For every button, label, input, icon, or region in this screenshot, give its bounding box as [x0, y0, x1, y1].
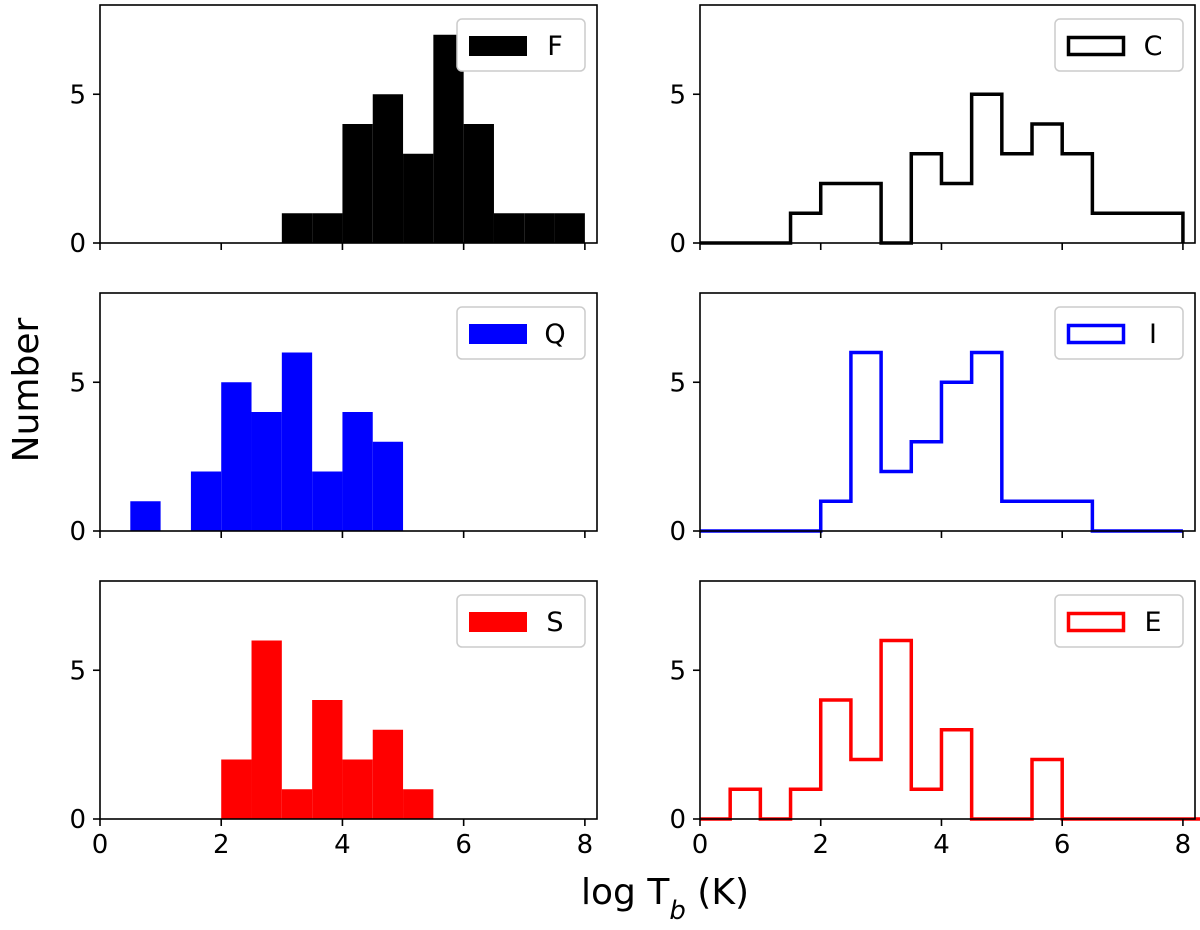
legend: C: [1054, 18, 1184, 72]
y-tick-label: 0: [69, 805, 86, 835]
y-axis-label: Number: [6, 317, 47, 462]
histogram-bar: [281, 789, 313, 819]
histogram-bar: [342, 124, 373, 243]
legend: I: [1054, 306, 1184, 360]
legend-box: [1054, 18, 1184, 72]
legend-swatch: [1066, 611, 1126, 633]
histogram-bar: [251, 640, 282, 819]
histogram-bar: [372, 441, 404, 531]
axes-frame: [99, 4, 598, 244]
axes-frame: [699, 580, 1196, 820]
y-tick-label: 0: [669, 805, 686, 835]
legend-swatch: [469, 612, 527, 632]
histogram-bar: [372, 94, 404, 243]
legend-swatch: [469, 36, 527, 56]
histogram-bar: [463, 124, 494, 243]
x-tick-label: 6: [455, 830, 472, 860]
legend-label: F: [547, 31, 563, 62]
legend-label: C: [1144, 31, 1163, 62]
x-axis-label: log Tb (K): [581, 872, 749, 926]
histogram-bar: [312, 213, 343, 243]
x-tick-label: 4: [334, 830, 351, 860]
y-tick-label: 0: [669, 517, 686, 547]
histogram-bar: [372, 729, 404, 819]
x-axis-label-unit: (K): [686, 872, 749, 913]
x-tick-label: 0: [92, 830, 109, 860]
panel-S: 0 5 0 2 4 6 8 S: [69, 580, 598, 860]
legend-box: [1054, 594, 1184, 648]
legend-label: S: [546, 607, 563, 638]
legend-swatch: [1066, 323, 1126, 345]
legend-swatch: [1066, 35, 1126, 57]
panel-I: 0 5 I: [669, 292, 1196, 547]
histogram-step-line: [700, 350, 1183, 533]
histogram-bar: [281, 213, 313, 243]
y-tick-label: 0: [669, 229, 686, 259]
histogram-bar: [524, 213, 555, 243]
histogram-bar: [554, 213, 585, 243]
legend-label: E: [1144, 607, 1161, 638]
y-tick-label: 5: [669, 80, 686, 110]
y-tick-label: 5: [69, 368, 86, 398]
x-tick-label: 4: [933, 830, 950, 860]
panel-F: 0 5 F: [69, 4, 598, 259]
legend-label: I: [1149, 319, 1157, 350]
legend: E: [1054, 594, 1184, 648]
histogram-bar: [221, 759, 252, 819]
histogram-bar: [221, 382, 252, 531]
y-tick-label: 0: [69, 517, 86, 547]
histogram-bar: [403, 789, 434, 819]
y-tick-label: 5: [69, 656, 86, 686]
panel-E: 0 5 0 2 4 6 8 E: [669, 580, 1200, 860]
y-tick-label: 0: [69, 229, 86, 259]
axes-frame: [699, 292, 1196, 532]
legend-swatch: [469, 324, 527, 344]
y-tick-label: 5: [69, 80, 86, 110]
histogram-bar: [312, 700, 343, 819]
histogram-bar: [342, 412, 373, 531]
y-tick-label: 5: [669, 368, 686, 398]
histogram-bar: [190, 471, 222, 531]
legend-label: Q: [544, 319, 565, 350]
histogram-bar: [312, 471, 343, 531]
axes-frame: [99, 580, 598, 820]
panel-C: 0 5 C: [669, 4, 1196, 259]
x-tick-label: 0: [692, 830, 709, 860]
y-tick-label: 5: [669, 656, 686, 686]
x-tick-label: 8: [577, 830, 594, 860]
legend: Q: [456, 306, 586, 360]
histogram-bar: [251, 412, 282, 531]
axes-frame: [699, 4, 1196, 244]
histogram-bar: [130, 501, 161, 531]
histogram-step-line: [700, 638, 1200, 821]
x-axis-label-main: log T: [581, 872, 670, 913]
x-tick-label: 6: [1054, 830, 1071, 860]
panel-Q: 0 5 Q: [69, 292, 598, 547]
legend-box: [1054, 306, 1184, 360]
x-tick-label: 8: [1175, 830, 1192, 860]
histogram-step-line: [700, 92, 1185, 245]
x-tick-label: 2: [213, 830, 230, 860]
histogram-bar: [342, 759, 373, 819]
legend: F: [456, 18, 586, 72]
axes-frame: [99, 292, 598, 532]
x-tick-label: 2: [812, 830, 829, 860]
histogram-bar: [281, 352, 313, 531]
legend: S: [456, 594, 586, 648]
histogram-bar: [403, 153, 434, 243]
histogram-bar: [493, 213, 525, 243]
x-axis-label-subscript: b: [669, 896, 686, 926]
